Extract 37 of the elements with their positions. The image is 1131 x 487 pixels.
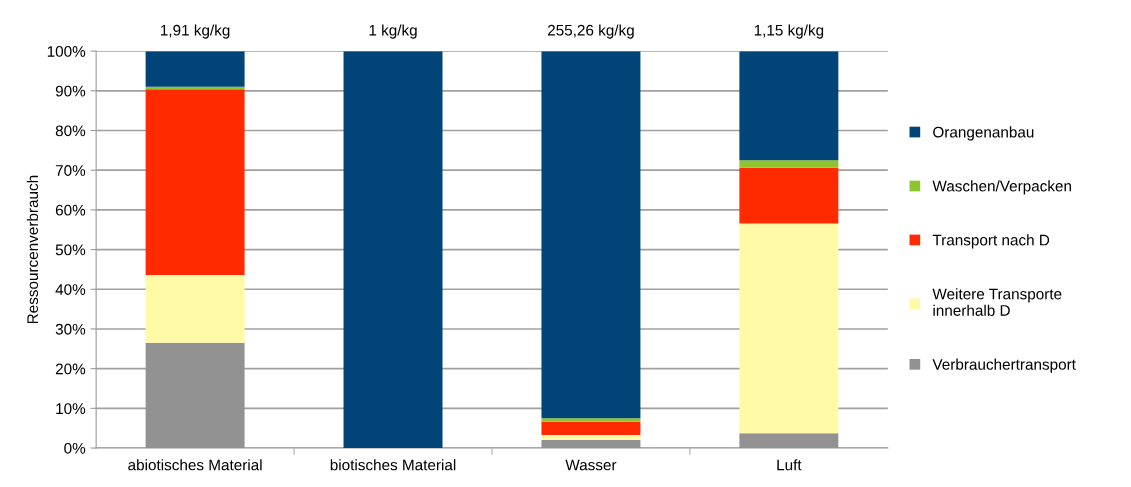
annotation: 1,15 kg/kg	[754, 24, 824, 39]
y-tick-label: 20%	[55, 363, 86, 375]
annotation: 1 kg/kg	[369, 24, 417, 39]
y-tick-label: 70%	[55, 165, 86, 176]
bar	[739, 160, 839, 168]
annotation: 1,91 kg/kg	[161, 24, 230, 39]
legend-label: Orangenanbau	[933, 126, 1034, 141]
bar	[343, 51, 443, 449]
y-tick-label: 100%	[47, 46, 86, 57]
bar	[541, 418, 641, 422]
bar	[541, 421, 641, 435]
y-axis-title: Ressourcenverbrauch	[26, 175, 39, 324]
bar	[541, 51, 641, 419]
x-tick-label: abiotisches Material	[128, 459, 262, 471]
legend-label: Transport nach D	[932, 234, 1050, 249]
y-tick-label: 10%	[56, 403, 86, 415]
x-tick-label: Wasser	[565, 459, 617, 471]
bar	[541, 434, 641, 441]
legend-label: Waschen/Verpacken	[932, 180, 1071, 195]
bar	[145, 51, 245, 87]
y-tick-label: 90%	[55, 85, 86, 97]
y-tick-label: 40%	[55, 284, 86, 295]
annotation: 255,26 kg/kg	[547, 24, 634, 39]
legend-label: Verbrauchertransport	[932, 358, 1076, 373]
bar	[739, 167, 839, 224]
y-tick-label: 0%	[64, 442, 86, 454]
x-tick-label: biotisches Material	[330, 459, 456, 471]
y-tick-label: 60%	[55, 204, 86, 216]
x-tick-label: Luft	[777, 459, 802, 471]
legend-label: Weitere Transporte innerhalb D	[932, 288, 1062, 316]
bar	[739, 51, 839, 161]
y-tick-label: 80%	[55, 125, 86, 137]
y-tick-label: 30%	[55, 323, 86, 335]
bar	[739, 223, 839, 434]
bar	[145, 274, 245, 343]
bar	[145, 89, 245, 275]
y-tick-label: 50%	[55, 244, 86, 256]
